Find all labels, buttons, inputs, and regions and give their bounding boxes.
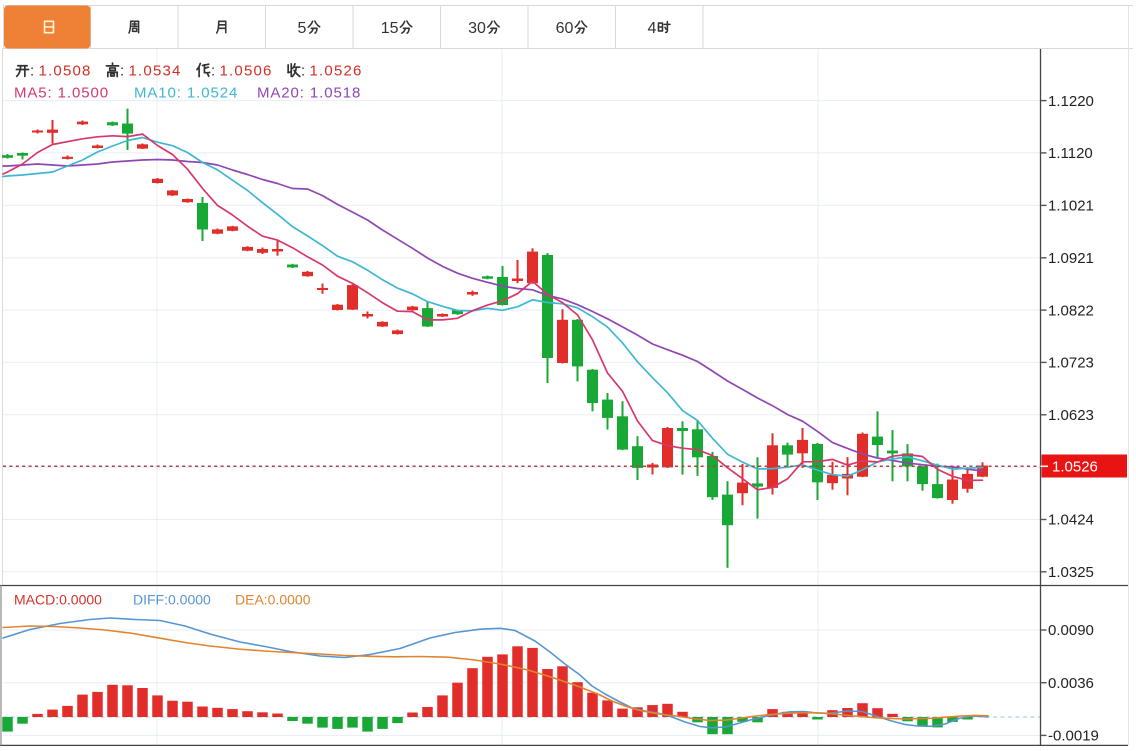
svg-text:MA10: 1.0524: MA10: 1.0524 [134,85,238,102]
svg-text:-0.0019: -0.0019 [1048,728,1099,745]
svg-text:1.0526: 1.0526 [1052,459,1098,476]
svg-text:4: 4 [648,20,657,37]
svg-text:1.0508: 1.0508 [39,63,92,80]
svg-text:1.1120: 1.1120 [1048,145,1093,162]
svg-text::: : [120,63,124,80]
svg-text:MA20: 1.0518: MA20: 1.0518 [257,85,361,102]
svg-text:5: 5 [298,20,307,37]
svg-text:1.0325: 1.0325 [1048,564,1094,581]
svg-text:60: 60 [556,20,574,37]
svg-text:MA5: 1.0500: MA5: 1.0500 [14,85,109,102]
svg-text:1.0723: 1.0723 [1048,355,1094,372]
svg-text:1.0506: 1.0506 [220,63,273,80]
svg-text:1.0526: 1.0526 [310,63,363,80]
svg-text:1.1021: 1.1021 [1048,198,1094,215]
svg-text:30: 30 [468,20,486,37]
svg-text:0.0090: 0.0090 [1048,622,1094,639]
svg-text:DIFF:0.0000: DIFF:0.0000 [133,592,211,608]
svg-text::: : [30,63,34,80]
svg-text:1.0822: 1.0822 [1048,302,1094,319]
svg-text:1.0623: 1.0623 [1048,407,1094,424]
svg-text:1.0534: 1.0534 [129,63,182,80]
svg-text:0.0036: 0.0036 [1048,675,1094,692]
svg-text:1.1220: 1.1220 [1048,93,1094,110]
svg-text:1.0921: 1.0921 [1048,250,1094,267]
svg-text::: : [211,63,215,80]
svg-text::: : [301,63,305,80]
svg-text:15: 15 [381,20,399,37]
svg-text:MACD:0.0000: MACD:0.0000 [14,592,102,608]
svg-text:DEA:0.0000: DEA:0.0000 [235,592,311,608]
svg-text:1.0424: 1.0424 [1048,512,1094,529]
